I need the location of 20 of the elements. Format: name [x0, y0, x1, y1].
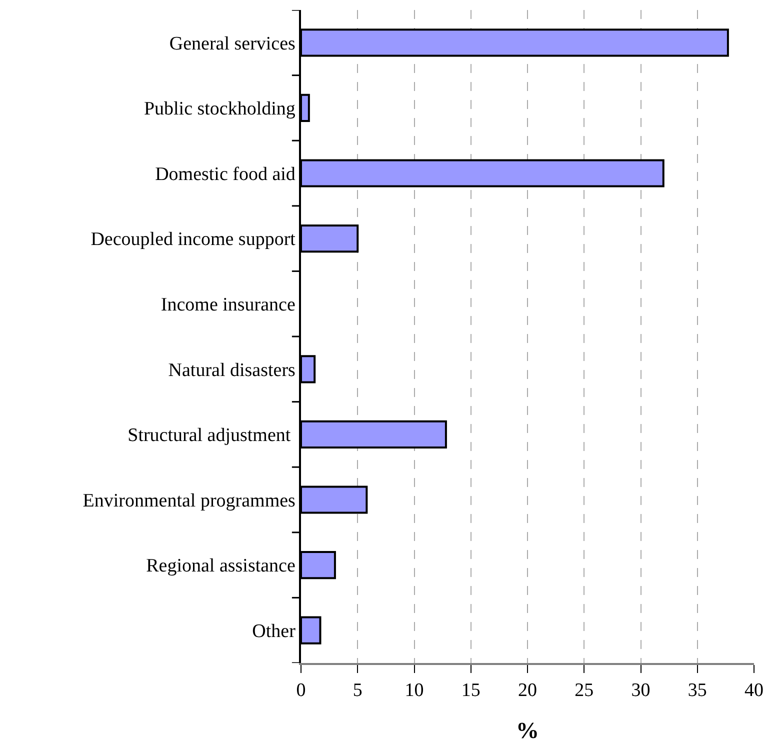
x-tick-label: 0 [296, 680, 306, 701]
x-tick-label: 20 [518, 680, 537, 701]
y-tick-label: Public stockholding [144, 98, 296, 120]
y-tick-label: Regional assistance [146, 556, 296, 577]
x-tick-label: 25 [574, 680, 594, 701]
x-tick-label: 10 [404, 680, 424, 701]
x-axis-title: % [516, 718, 539, 743]
y-tick-label: Natural disasters [168, 360, 296, 381]
y-tick-label: Environmental programmes [82, 490, 296, 512]
y-tick-label: General services [169, 33, 296, 54]
y-tick-label: Domestic food aid [155, 164, 296, 185]
y-tick-label: Decoupled income support [90, 229, 296, 250]
y-tick-label: Structural adjustment [128, 425, 296, 446]
x-tick-label: 15 [461, 680, 480, 701]
y-tick-label: Income insurance [160, 294, 296, 316]
x-tick-label: 30 [631, 680, 650, 701]
x-tick-label: 5 [352, 680, 362, 701]
x-tick-label: 35 [688, 680, 707, 701]
y-tick-label: Other [252, 621, 296, 642]
x-tick-label: 40 [744, 680, 764, 701]
